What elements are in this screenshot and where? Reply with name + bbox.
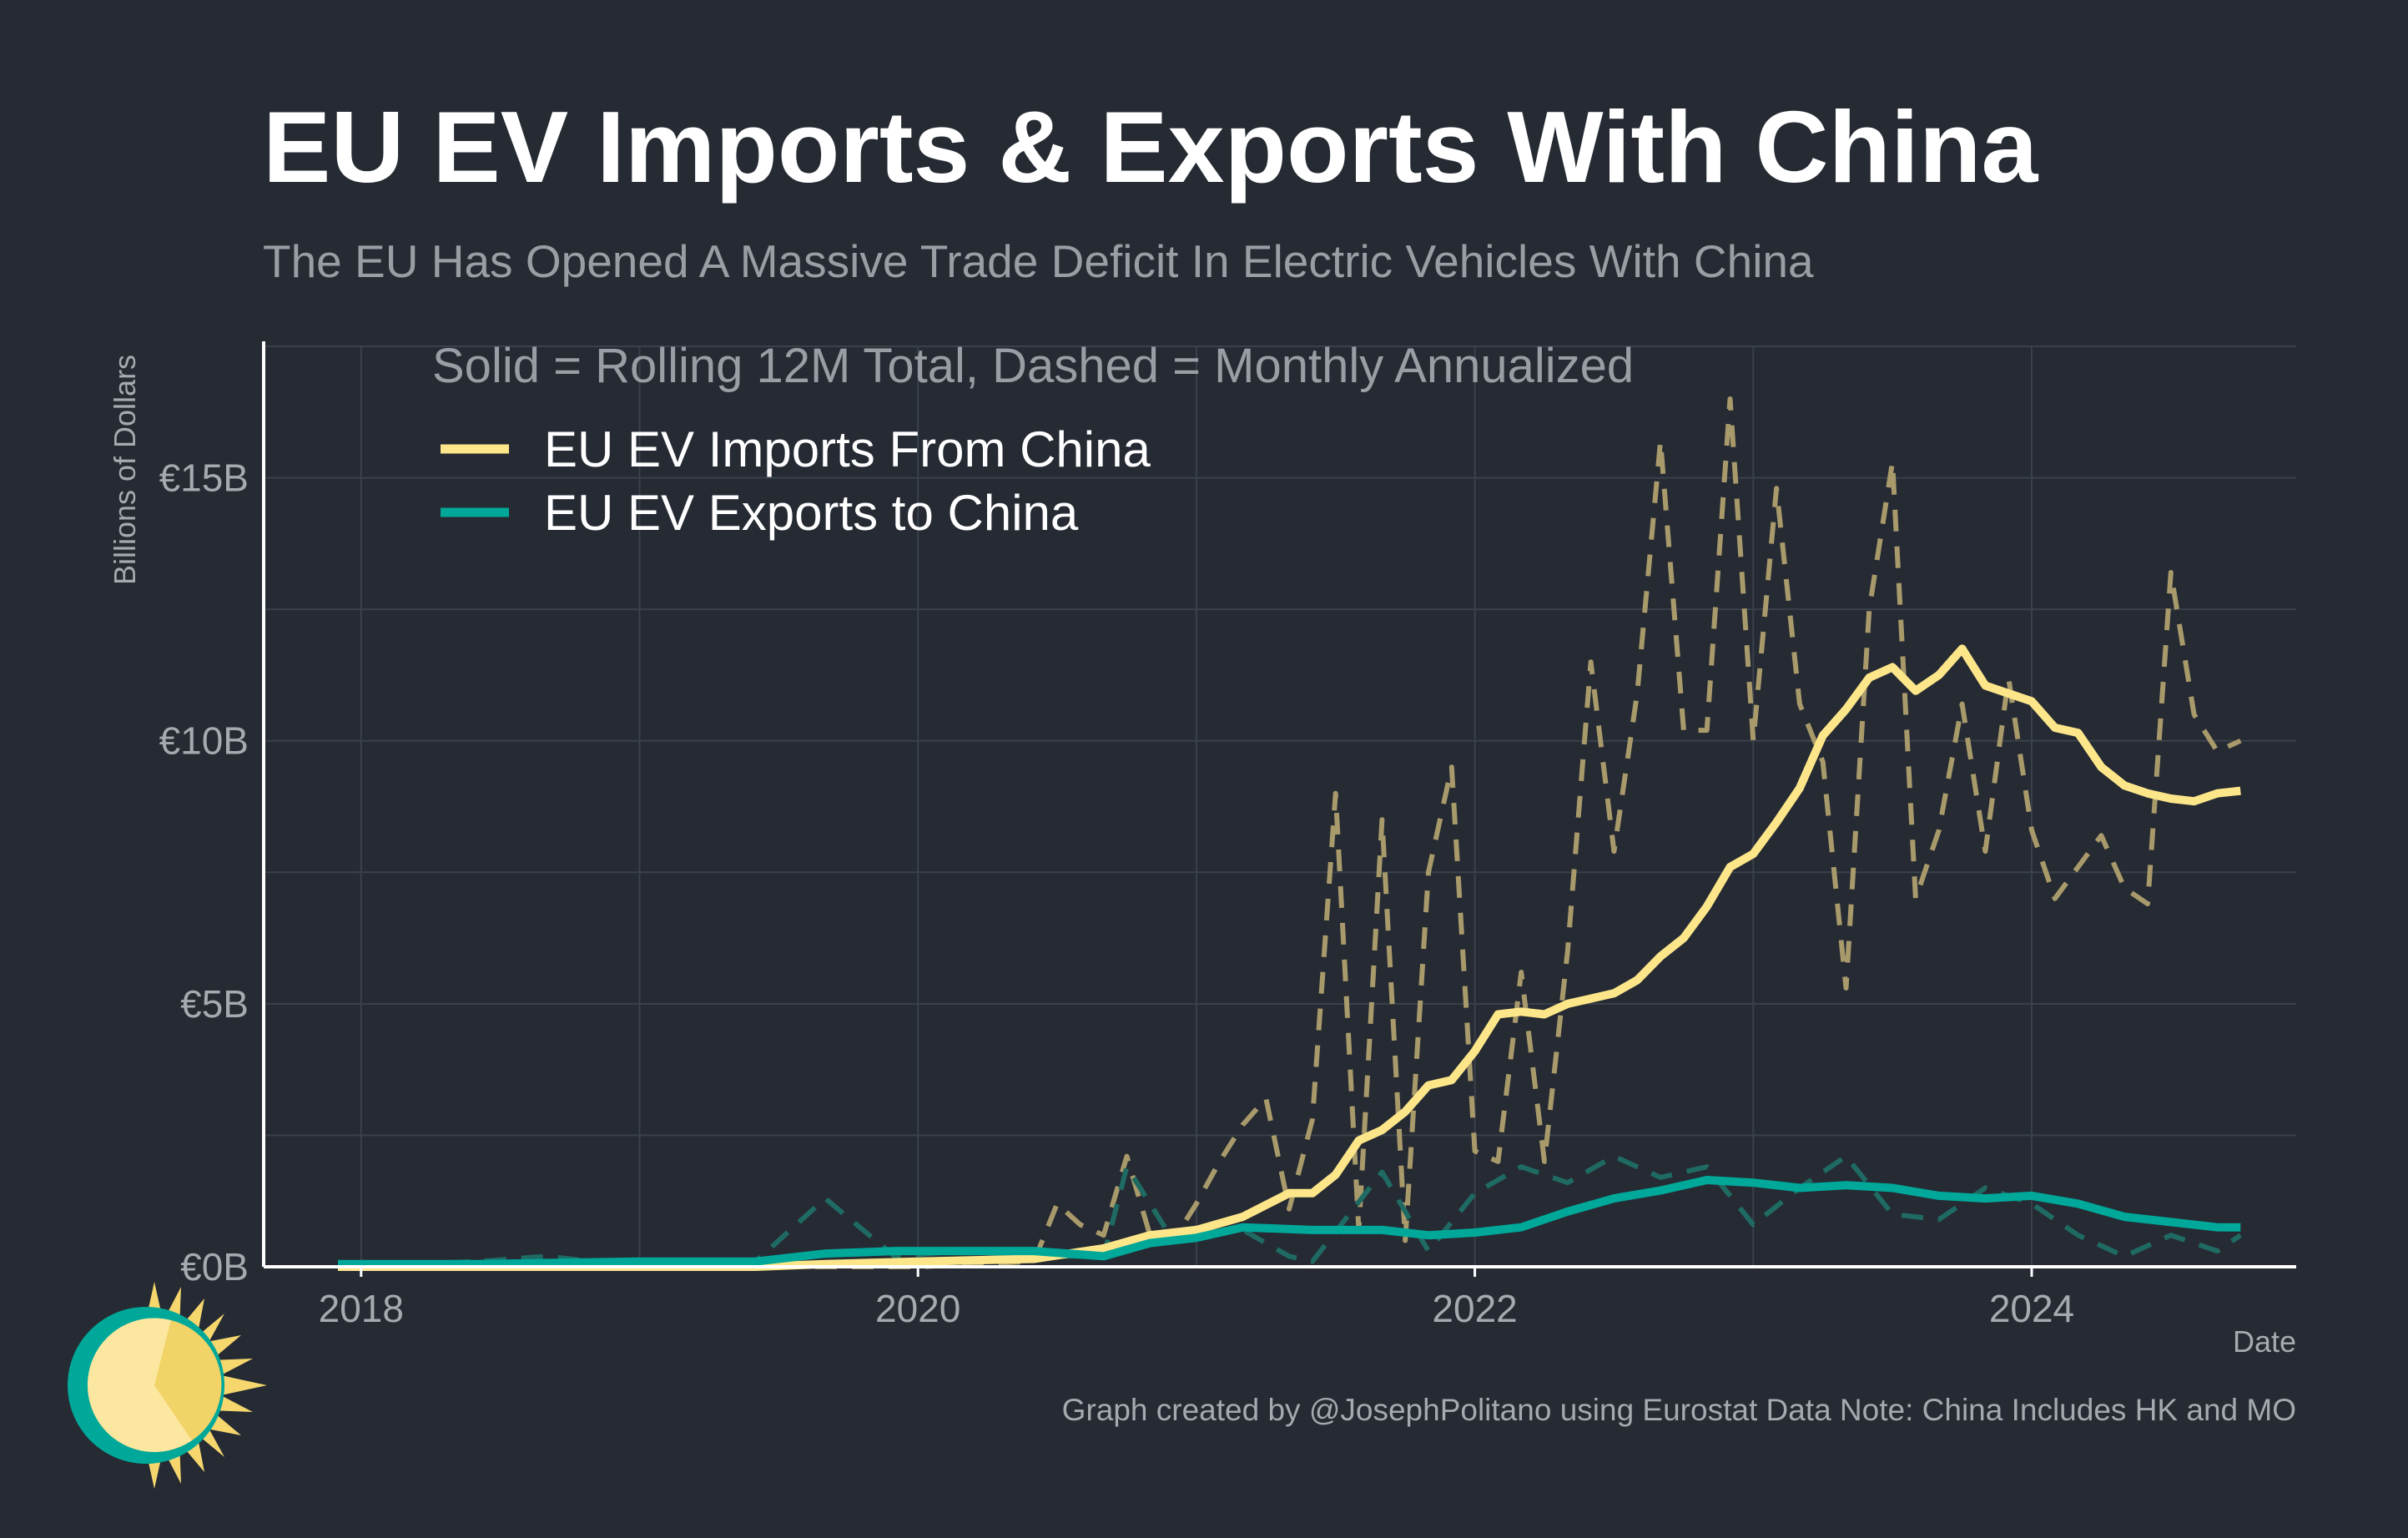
x-tick-label: 2024 bbox=[1989, 1287, 2074, 1330]
legend-label-imports: EU EV Imports From China bbox=[544, 421, 1151, 477]
grid bbox=[264, 345, 2296, 1268]
x-tick-label: 2022 bbox=[1432, 1287, 1517, 1330]
y-tick-label: €0B bbox=[180, 1245, 249, 1288]
series-line-exports bbox=[338, 1176, 2241, 1268]
chart-subtitle: The EU Has Opened A Massive Trade Defici… bbox=[263, 235, 1814, 287]
x-axis-label: Date bbox=[2233, 1324, 2296, 1359]
series-layer bbox=[337, 396, 2242, 1271]
series-line-exports-monthly bbox=[337, 1153, 2242, 1269]
axes: €0B €5B €10B €15B 2018 2020 2022 2024 bbox=[159, 341, 2296, 1330]
chart-note: Solid = Rolling 12M Total, Dashed = Mont… bbox=[432, 339, 1634, 393]
sun-logo-icon bbox=[68, 1282, 267, 1489]
y-tick-label: €15B bbox=[159, 456, 249, 500]
y-tick-label: €5B bbox=[180, 982, 249, 1026]
legend-label-exports: EU EV Exports to China bbox=[544, 485, 1079, 541]
chart-title: EU EV Imports & Exports With China bbox=[263, 90, 2038, 204]
source-caption: Graph created by @JosephPolitano using E… bbox=[1062, 1393, 2296, 1427]
x-tick-label: 2018 bbox=[319, 1287, 404, 1330]
x-tick-label: 2020 bbox=[875, 1287, 960, 1330]
y-axis-label: Billions of Dollars bbox=[108, 355, 142, 585]
legend: EU EV Imports From China EU EV Exports t… bbox=[441, 421, 1151, 541]
y-tick-label: €10B bbox=[159, 719, 249, 763]
series-line-imports bbox=[338, 644, 2241, 1271]
